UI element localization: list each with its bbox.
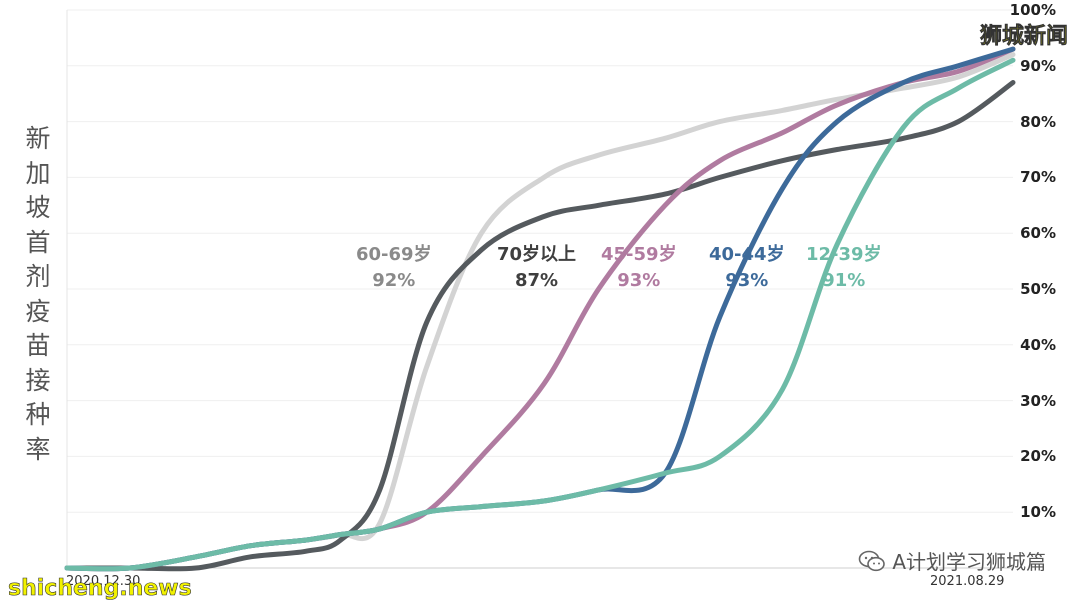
y-tick-label: 40% [1020, 335, 1056, 354]
series-label-12-39: 12-39岁 91% [806, 242, 882, 294]
series-line-2 [64, 46, 1016, 572]
y-tick-label: 80% [1020, 112, 1056, 131]
series-name: 45-59岁 [601, 244, 677, 265]
watermark-bottom-left: shicheng.news [8, 576, 192, 602]
series-value: 87% [514, 270, 559, 291]
series-name: 60-69岁 [356, 244, 432, 265]
y-tick-label: 30% [1020, 391, 1056, 410]
y-axis-label-char: 坡 [25, 193, 51, 222]
wechat-watermark: A计划学习狮城篇 [858, 546, 1046, 575]
x-end-label: 2021.08.29 [930, 574, 1005, 589]
x-start-label: 2020.12.30 [66, 574, 141, 589]
series-value: 91% [822, 270, 866, 291]
y-tick-label: 20% [1020, 447, 1056, 466]
series-name: 40-44岁 [709, 244, 785, 265]
series-value: 93% [617, 270, 661, 291]
series-name: 70岁以上 [497, 244, 577, 265]
series-value: 92% [372, 270, 416, 291]
y-axis-label-char: 剂 [25, 262, 51, 291]
y-tick-label: 100% [1009, 1, 1056, 19]
series-line-3 [64, 46, 1016, 572]
y-axis-label-char: 种 [25, 400, 51, 429]
grid-lines [67, 9, 1013, 513]
y-axis-label-char: 新 [25, 124, 51, 153]
y-axis-label-char: 苗 [25, 331, 51, 360]
y-axis-label-char: 首 [25, 227, 51, 257]
series-line-1 [64, 80, 1016, 572]
series-label-70-plus: 70岁以上 87% [497, 242, 576, 294]
y-tick-label: 50% [1020, 280, 1056, 298]
series-line-4 [64, 57, 1016, 572]
y-tick-label: 90% [1020, 56, 1056, 75]
series-value: 93% [725, 270, 769, 291]
wechat-icon [859, 550, 886, 571]
y-axis-label-char: 接 [25, 365, 51, 395]
series-label-60-69: 60-69岁 92% [356, 242, 432, 294]
y-tick-label: 70% [1020, 168, 1056, 187]
wechat-text: A计划学习狮城篇 [892, 550, 1046, 574]
watermark-top-right: 狮城新闻 [979, 24, 1069, 50]
y-axis-label-char: 加 [25, 158, 51, 188]
series-lines [64, 46, 1016, 572]
y-tick-label: 10% [1020, 503, 1056, 522]
y-axis-label: 新加坡首剂疫苗接种率 [22, 122, 54, 467]
y-axis-label-char: 疫 [25, 296, 51, 326]
series-label-40-44: 40-44岁 93% [709, 242, 785, 294]
y-axis-label-char: 率 [25, 434, 51, 464]
y-tick-label: 60% [1020, 224, 1056, 243]
series-name: 12-39岁 [806, 244, 882, 265]
series-label-45-59: 45-59岁 93% [601, 242, 677, 294]
series-line-0 [64, 52, 1016, 572]
